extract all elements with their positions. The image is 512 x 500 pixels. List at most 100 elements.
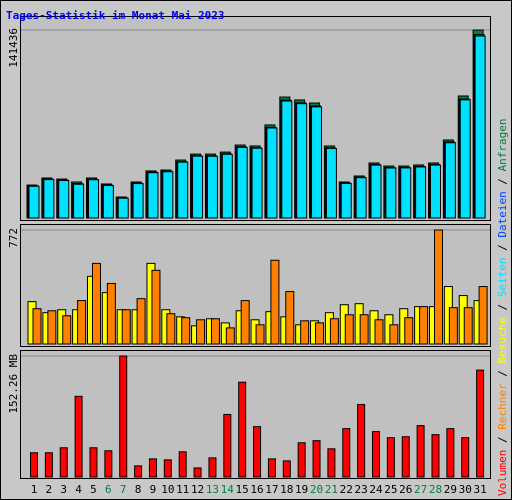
bar: [281, 100, 293, 219]
legend-separator: /: [496, 244, 509, 251]
bar: [208, 457, 217, 478]
legend-separator: /: [496, 304, 509, 311]
bar: [91, 262, 101, 345]
bar: [240, 300, 250, 345]
bar: [474, 35, 486, 219]
x-tick-label: 10: [161, 483, 174, 496]
bar: [315, 322, 325, 345]
bar: [163, 459, 172, 478]
bar: [267, 458, 276, 478]
x-tick-label: 5: [90, 483, 97, 496]
x-tick-label: 11: [176, 483, 189, 496]
x-tick-label: 4: [75, 483, 82, 496]
bar: [178, 451, 187, 478]
x-tick-label: 13: [206, 483, 219, 496]
bar: [58, 180, 70, 219]
x-tick-label: 26: [399, 483, 412, 496]
bar: [419, 306, 429, 345]
bar: [253, 426, 262, 478]
bar: [238, 381, 247, 478]
bar: [74, 395, 83, 478]
x-tick-label: 17: [265, 483, 278, 496]
legend-entry: Volumen: [496, 450, 509, 496]
x-tick-label: 6: [105, 483, 112, 496]
x-tick-label: 22: [340, 483, 353, 496]
x-tick-label: 28: [429, 483, 442, 496]
x-tick-label: 15: [236, 483, 249, 496]
x-tick-label: 31: [473, 483, 486, 496]
bar: [206, 155, 218, 219]
x-tick-label: 9: [150, 483, 157, 496]
bar: [32, 308, 42, 345]
bar: [325, 147, 337, 219]
legend-entry: Rechner: [496, 383, 509, 430]
bar: [104, 450, 113, 478]
bar: [106, 282, 116, 345]
bar: [300, 320, 310, 345]
bar: [476, 369, 485, 478]
x-tick-label: 16: [250, 483, 263, 496]
legend-entry: Anfragen: [496, 118, 509, 171]
bar: [266, 127, 278, 219]
bar: [312, 440, 321, 478]
x-tick-label: 23: [355, 483, 368, 496]
bar: [444, 142, 456, 219]
bar: [181, 317, 191, 345]
bar: [478, 286, 488, 345]
bar: [404, 317, 414, 345]
bar: [166, 313, 176, 345]
x-tick-label: 20: [310, 483, 323, 496]
bar: [162, 171, 174, 219]
bar: [431, 434, 440, 478]
bar: [386, 437, 395, 478]
bar: [385, 167, 397, 219]
x-tick-label: 30: [459, 483, 472, 496]
legend-entry: Seiten: [496, 258, 509, 298]
bar: [344, 314, 354, 345]
bar: [87, 179, 99, 219]
legend-entry: Besuche: [496, 317, 509, 363]
x-tick-label: 29: [444, 483, 457, 496]
bar: [193, 467, 202, 478]
y-tick-label: 141436: [7, 28, 20, 68]
bar: [329, 318, 339, 345]
bar: [77, 300, 87, 345]
bar: [132, 183, 144, 219]
bar: [416, 425, 425, 478]
bar: [463, 307, 473, 345]
bar: [297, 442, 306, 478]
bar: [221, 153, 233, 219]
bar: [389, 324, 399, 345]
bar: [340, 182, 352, 219]
bar: [372, 431, 381, 478]
x-tick-label: 25: [384, 483, 397, 496]
legend: Volumen / Rechner / Besuche / Seiten / D…: [496, 118, 509, 496]
bar: [415, 166, 427, 219]
bar: [136, 298, 146, 345]
bar: [285, 291, 295, 345]
bar: [30, 452, 38, 478]
legend-entry: Dateien: [496, 191, 509, 237]
bar: [374, 319, 384, 345]
bar: [59, 447, 68, 478]
x-tick-label: 19: [295, 483, 308, 496]
bar: [311, 106, 323, 219]
x-tick-label: 21: [325, 483, 338, 496]
bar: [236, 146, 248, 219]
x-tick-label: 27: [414, 483, 427, 496]
bar: [282, 460, 291, 478]
bar: [327, 448, 336, 478]
bar: [401, 436, 410, 478]
bar: [251, 147, 263, 219]
bar: [357, 403, 366, 478]
x-tick-label: 3: [60, 483, 67, 496]
bar: [461, 437, 470, 478]
bar: [342, 428, 351, 478]
bar: [43, 179, 55, 219]
bar: [148, 458, 157, 478]
bar: [117, 197, 129, 219]
bar: [355, 177, 367, 219]
bar: [255, 324, 265, 345]
y-tick-label: 772: [7, 228, 20, 248]
legend-separator: /: [496, 436, 509, 443]
